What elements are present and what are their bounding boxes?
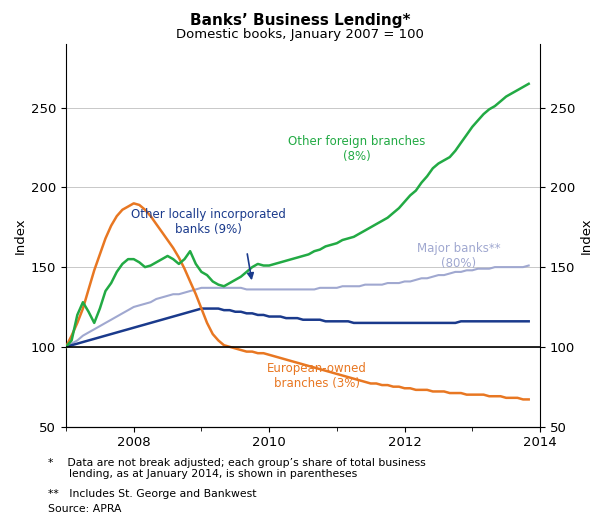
Y-axis label: Index: Index (14, 217, 27, 253)
Text: Banks’ Business Lending*: Banks’ Business Lending* (190, 13, 410, 28)
Text: Major banks**
(80%): Major banks** (80%) (417, 242, 500, 270)
Text: Domestic books, January 2007 = 100: Domestic books, January 2007 = 100 (176, 28, 424, 41)
Text: **   Includes St. George and Bankwest: ** Includes St. George and Bankwest (48, 489, 257, 498)
Text: European-owned
branches (3%): European-owned branches (3%) (266, 361, 367, 389)
Text: Other locally incorporated
banks (9%): Other locally incorporated banks (9%) (131, 208, 286, 236)
Y-axis label: Index: Index (579, 217, 592, 253)
Text: Other foreign branches
(8%): Other foreign branches (8%) (289, 135, 426, 163)
Text: Source: APRA: Source: APRA (48, 504, 121, 514)
Text: *    Data are not break adjusted; each group’s share of total business
      len: * Data are not break adjusted; each grou… (48, 458, 426, 479)
